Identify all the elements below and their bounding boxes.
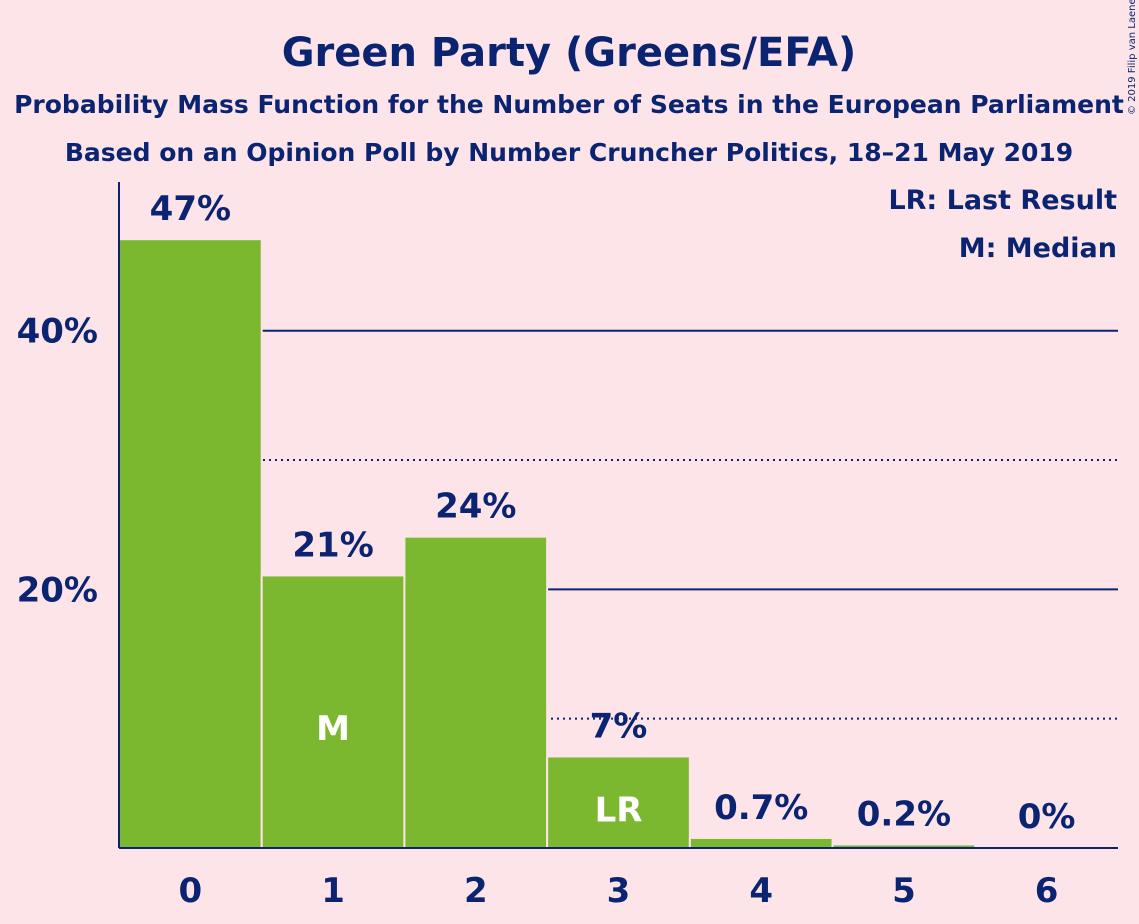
bar-value-label: 0.2% (857, 794, 951, 834)
bar-value-label: 0% (1018, 797, 1076, 837)
x-tick-label: 2 (464, 871, 488, 911)
bar-value-label: 24% (435, 487, 516, 527)
x-tick-label: 3 (607, 871, 631, 911)
chart-subtitle: Probability Mass Function for the Number… (14, 90, 1124, 119)
chart-subtitle-source: Based on an Opinion Poll by Number Crunc… (65, 138, 1073, 167)
copyright-notice: © 2019 Filip van Laenen (1127, 0, 1138, 115)
y-tick-label: 20% (17, 570, 98, 610)
legend-median: M: Median (959, 233, 1117, 264)
x-tick-label: 4 (749, 871, 773, 911)
bar-value-label: 21% (292, 525, 373, 565)
bar-3 (548, 757, 689, 848)
x-tick-label: 1 (321, 871, 345, 911)
bar-0 (120, 240, 261, 849)
axes (118, 182, 1118, 849)
bar-2 (405, 537, 547, 848)
x-tick-label: 6 (1035, 871, 1059, 911)
legend-last-result: LR: Last Result (888, 185, 1117, 216)
bars (118, 238, 977, 849)
bar-4 (690, 838, 832, 848)
y-tick-label: 40% (17, 312, 98, 352)
bar-marker-lr: LR (595, 790, 643, 830)
data-labels: 20% 40% 47% 0 21% M 1 24% 2 7% LR 3 0.7% 4 0.2% 5 0% 6 (17, 189, 1076, 911)
bar-value-label: 47% (150, 189, 231, 229)
x-tick-label: 5 (892, 871, 916, 911)
bar-value-label: 7% (590, 706, 648, 746)
x-tick-label: 0 (179, 871, 203, 911)
bar-5 (833, 845, 975, 848)
chart-title: Green Party (Greens/EFA) (282, 30, 857, 76)
bar-marker-m: M (316, 709, 350, 749)
bar-1 (262, 576, 404, 848)
bar-value-label: 0.7% (714, 788, 808, 828)
